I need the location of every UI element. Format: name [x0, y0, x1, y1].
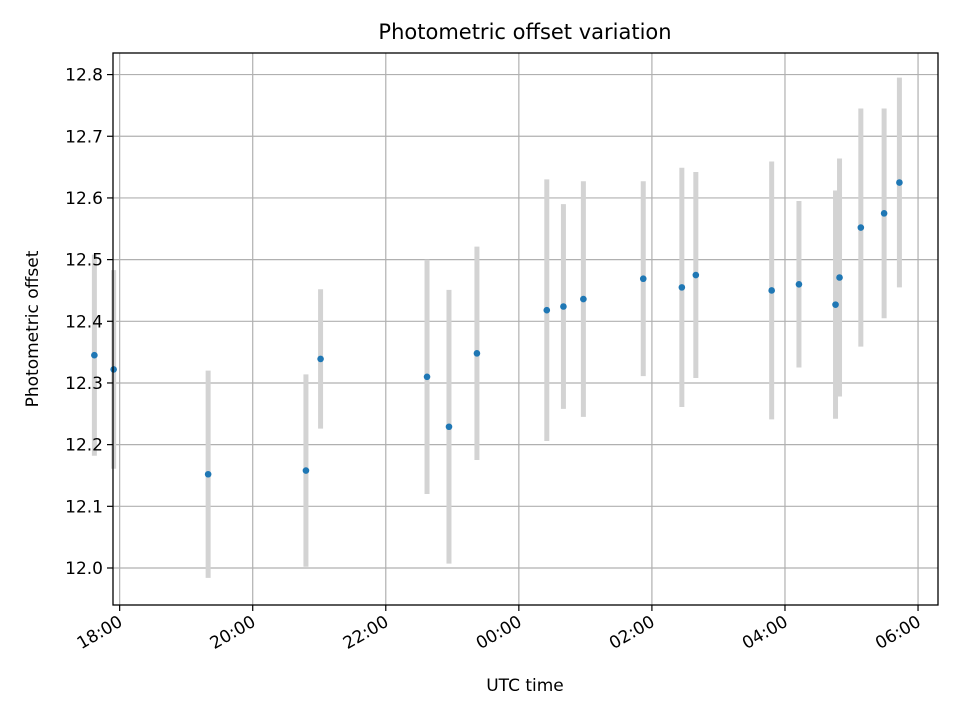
y-tick-label: 12.2: [65, 436, 103, 456]
y-tick-label: 12.7: [65, 127, 103, 147]
data-point: [832, 301, 839, 308]
y-axis-ticks: 12.0 12.1 12.2 12.3 12.4 12.5 12.6 12.7 12.8: [65, 66, 113, 579]
data-point: [836, 274, 843, 281]
data-point: [692, 271, 700, 279]
y-tick-label: 12.4: [65, 312, 103, 332]
data-point: [473, 350, 481, 357]
data-point: [580, 295, 587, 303]
y-tick-label: 12.6: [65, 189, 103, 209]
y-tick-label: 12.1: [65, 497, 103, 517]
x-axis-label: UTC time: [486, 676, 564, 696]
y-tick-label: 12.5: [65, 251, 103, 271]
y-tick-label: 12.0: [65, 559, 103, 579]
data-point: [543, 306, 551, 314]
data-point: [795, 280, 803, 288]
data-point: [204, 470, 212, 478]
plot-frame: [112, 52, 939, 606]
data-point: [110, 366, 117, 373]
y-axis-label: Photometric offset: [23, 250, 43, 407]
data-point: [678, 284, 686, 291]
data-point: [639, 275, 647, 283]
data-point: [768, 287, 775, 294]
data-point: [560, 303, 567, 310]
data-point: [857, 224, 865, 231]
data-point: [423, 373, 431, 381]
chart-title: Photometric offset variation: [378, 20, 671, 44]
data-point: [302, 467, 310, 474]
data-point: [445, 423, 453, 431]
data-point: [896, 179, 903, 186]
y-tick-label: 12.3: [65, 374, 103, 394]
data-point: [317, 355, 324, 363]
data-point: [91, 351, 98, 359]
data-point: [880, 210, 888, 217]
y-tick-label: 12.8: [65, 66, 103, 86]
point-layer: [91, 179, 903, 478]
